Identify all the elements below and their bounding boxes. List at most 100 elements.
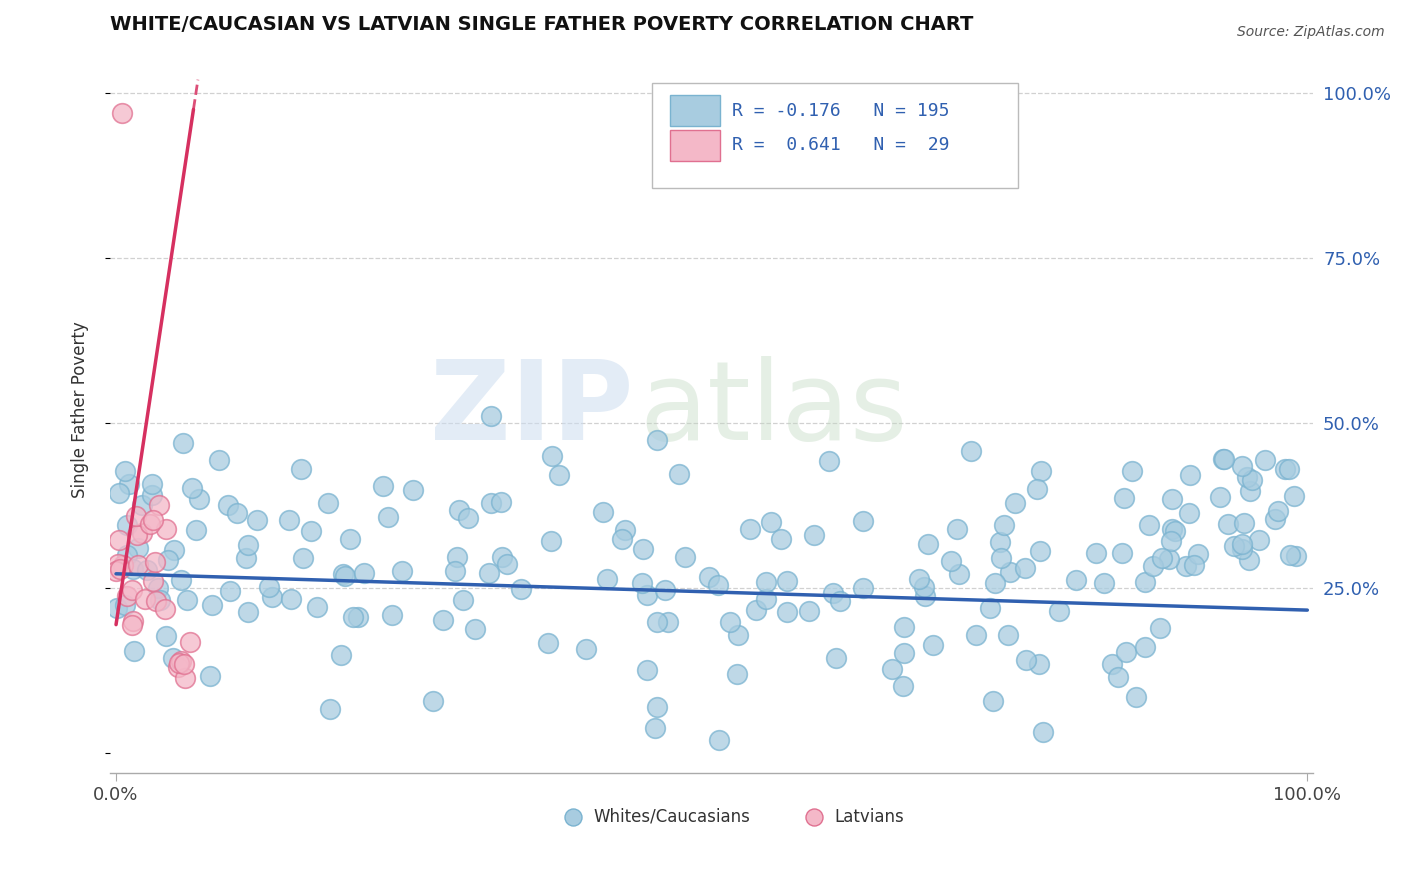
- Point: [260, 591, 283, 605]
- Point: [596, 572, 619, 586]
- Point: [173, 657, 195, 671]
- Point: [509, 582, 531, 597]
- Point: [235, 551, 257, 566]
- Point: [491, 549, 513, 564]
- Point: [305, 600, 328, 615]
- Point: [134, 591, 156, 606]
- Point: [163, 543, 186, 558]
- Point: [979, 601, 1001, 615]
- Point: [1254, 453, 1277, 467]
- Point: [173, 671, 195, 685]
- Point: [316, 496, 339, 510]
- Point: [1135, 640, 1157, 655]
- Point: [893, 646, 915, 660]
- Point: [922, 638, 945, 652]
- Point: [880, 661, 903, 675]
- Point: [1101, 657, 1123, 671]
- Point: [127, 558, 149, 572]
- Point: [496, 558, 519, 572]
- Point: [644, 721, 666, 735]
- Point: [443, 565, 465, 579]
- Point: [668, 467, 690, 481]
- Point: [451, 592, 474, 607]
- Point: [654, 583, 676, 598]
- Point: [121, 583, 143, 598]
- Point: [1285, 549, 1308, 563]
- Point: [432, 613, 454, 627]
- Point: [1026, 482, 1049, 496]
- Point: [333, 569, 356, 583]
- Point: [131, 526, 153, 541]
- Point: [769, 532, 792, 546]
- Point: [965, 628, 987, 642]
- Point: [449, 503, 471, 517]
- Point: [1142, 559, 1164, 574]
- Point: [1230, 537, 1253, 551]
- Point: [319, 702, 342, 716]
- Point: [477, 566, 499, 581]
- Point: [111, 558, 134, 572]
- Point: [290, 462, 312, 476]
- Point: [818, 454, 841, 468]
- Point: [755, 574, 778, 589]
- Point: [1178, 467, 1201, 482]
- Point: [917, 537, 939, 551]
- Point: [201, 598, 224, 612]
- Point: [330, 648, 353, 663]
- Point: [1230, 458, 1253, 473]
- Point: [136, 563, 159, 577]
- Point: [200, 669, 222, 683]
- Point: [1216, 516, 1239, 531]
- Point: [115, 589, 138, 603]
- Point: [446, 550, 468, 565]
- Point: [630, 576, 652, 591]
- Point: [299, 524, 322, 539]
- Point: [981, 693, 1004, 707]
- Point: [122, 562, 145, 576]
- Point: [1064, 573, 1087, 587]
- Point: [1004, 496, 1026, 510]
- Point: [257, 580, 280, 594]
- Point: [457, 511, 479, 525]
- Point: [997, 628, 1019, 642]
- Point: [801, 786, 824, 800]
- Point: [225, 507, 247, 521]
- Point: [127, 528, 149, 542]
- Point: [238, 605, 260, 619]
- Point: [547, 467, 569, 482]
- Point: [536, 635, 558, 649]
- Point: [1213, 452, 1236, 467]
- Point: [1209, 490, 1232, 504]
- Point: [941, 554, 963, 568]
- Point: [1212, 451, 1234, 466]
- Point: [402, 483, 425, 498]
- Point: [1174, 558, 1197, 573]
- Point: [1178, 506, 1201, 520]
- Point: [592, 505, 614, 519]
- Point: [111, 105, 134, 120]
- Point: [141, 488, 163, 502]
- Point: [122, 614, 145, 628]
- Point: [1000, 566, 1022, 580]
- Point: [148, 498, 170, 512]
- Point: [852, 581, 875, 595]
- Point: [647, 700, 669, 714]
- Point: [1032, 725, 1054, 739]
- Point: [108, 533, 131, 548]
- Point: [391, 564, 413, 578]
- Point: [280, 591, 302, 606]
- Point: [153, 601, 176, 615]
- FancyBboxPatch shape: [669, 130, 720, 161]
- Point: [1047, 604, 1070, 618]
- Point: [184, 523, 207, 537]
- Point: [170, 654, 193, 668]
- Point: [246, 513, 269, 527]
- Point: [121, 617, 143, 632]
- Point: [1159, 552, 1181, 566]
- Point: [540, 534, 562, 549]
- Point: [143, 555, 166, 569]
- Point: [176, 592, 198, 607]
- Point: [891, 679, 914, 693]
- Point: [945, 522, 967, 536]
- Point: [1241, 473, 1264, 487]
